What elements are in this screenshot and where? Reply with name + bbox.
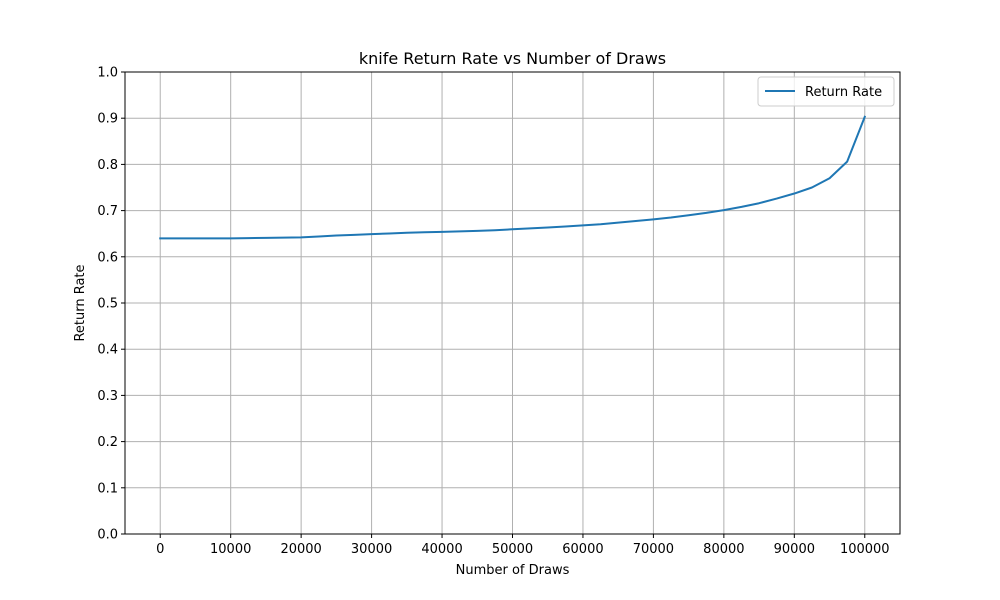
x-tick-label: 30000 — [351, 542, 392, 557]
y-tick-label: 0.7 — [97, 204, 118, 219]
chart-title: knife Return Rate vs Number of Draws — [359, 49, 666, 68]
x-tick-label: 0 — [156, 542, 164, 557]
y-tick-label: 0.2 — [97, 435, 118, 450]
x-tick-label: 60000 — [562, 542, 603, 557]
axis-ticks: 0 10000 20000 30000 40000 50000 60000 70000 8000… — [97, 66, 889, 558]
y-tick-label: 0.3 — [97, 389, 118, 404]
y-tick-label: 0.9 — [97, 112, 118, 127]
x-tick-label: 50000 — [492, 542, 533, 557]
x-axis-label: Number of Draws — [456, 563, 570, 578]
y-tick-label: 1.0 — [97, 66, 118, 81]
x-tick-label: 10000 — [210, 542, 251, 557]
legend: Return Rate — [757, 76, 895, 107]
y-tick-label: 0.6 — [97, 250, 118, 265]
x-tick-label: 90000 — [774, 542, 815, 557]
x-tick-label: 80000 — [703, 542, 744, 557]
y-tick-label: 0.0 — [97, 528, 118, 543]
y-tick-label: 0.5 — [97, 297, 118, 312]
x-tick-label: 100000 — [840, 542, 890, 557]
legend-box — [757, 76, 895, 107]
series-layer — [159, 115, 867, 240]
x-tick-label: 20000 — [280, 542, 321, 557]
y-tick-label: 0.1 — [97, 481, 118, 496]
y-axis-label: Return Rate — [73, 264, 88, 341]
x-tick-label: 70000 — [633, 542, 674, 557]
y-tick-label: 0.4 — [97, 343, 118, 358]
legend-label-return-rate: Return Rate — [805, 85, 882, 100]
y-tick-label: 0.8 — [97, 158, 118, 173]
series-line-return-rate — [159, 115, 867, 240]
x-tick-label: 40000 — [421, 542, 462, 557]
